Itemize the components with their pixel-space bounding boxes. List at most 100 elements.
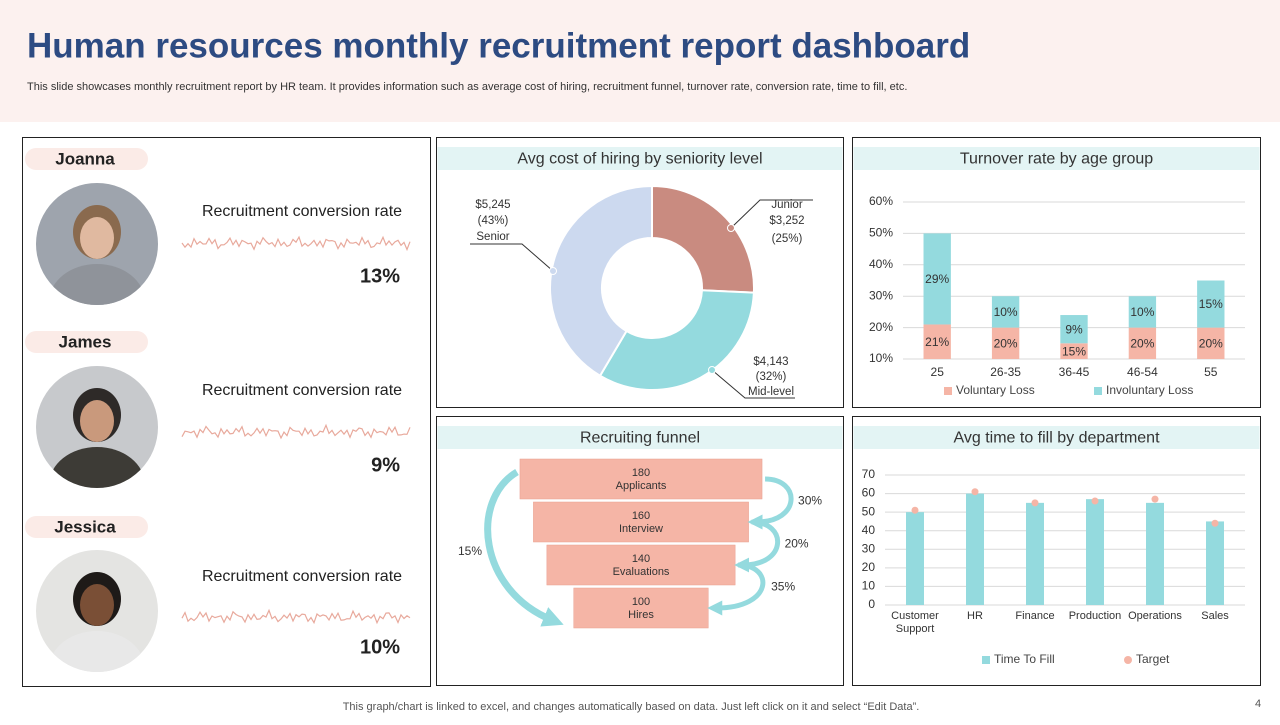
chart-panel xyxy=(852,137,1261,408)
bar xyxy=(966,493,984,605)
x-tick-label-box: HR xyxy=(967,610,983,622)
y-tick-label: 70 xyxy=(862,467,876,481)
x-tick-label: 55 xyxy=(1204,365,1218,379)
title: Human resources monthly recruitment repo… xyxy=(27,26,970,65)
donut-slice xyxy=(598,289,755,391)
conversion-rate: 13% xyxy=(360,265,400,287)
slice-label: (32%) xyxy=(756,371,787,383)
y-tick-label: 50 xyxy=(862,504,876,518)
bar xyxy=(1060,315,1088,344)
subtitle: This slide showcases monthly recruitment… xyxy=(27,81,907,93)
leader-line xyxy=(730,199,813,229)
bar xyxy=(991,327,1020,359)
name-pill xyxy=(25,516,148,538)
leader-dot xyxy=(708,366,716,374)
value-label: 20% xyxy=(1130,336,1154,350)
funnel-stage: Hires xyxy=(628,609,654,621)
legend-label: Time To Fill xyxy=(994,652,1055,666)
person-name: Jessica xyxy=(54,517,116,536)
value-label: 10% xyxy=(1130,305,1154,319)
y-tick-label: 10 xyxy=(862,579,876,593)
y-tick-label: 50% xyxy=(869,226,893,240)
slice-label: (43%) xyxy=(478,215,509,227)
y-tick-label: 30 xyxy=(862,541,876,555)
target-dot xyxy=(1211,519,1219,527)
chart-title-band xyxy=(437,147,843,170)
bar xyxy=(1026,502,1044,605)
overall-arrow xyxy=(484,468,564,627)
target-dot xyxy=(1091,497,1099,505)
header-band xyxy=(0,0,1280,122)
x-tick-label-box: Operations xyxy=(1128,610,1182,622)
slice-label: Junior xyxy=(771,199,802,211)
value-label: 20% xyxy=(1199,336,1223,350)
step-arrow xyxy=(747,476,794,530)
x-tick-label-box: Customer Support xyxy=(891,610,939,635)
legend-swatch xyxy=(1094,387,1102,395)
funnel-value: 180 xyxy=(632,467,650,479)
conversion-rate: 9% xyxy=(371,454,400,476)
funnel-stage: Evaluations xyxy=(613,566,670,578)
donut-slice xyxy=(651,184,755,294)
y-tick-label: 60% xyxy=(869,194,893,208)
photo xyxy=(36,183,158,305)
y-tick-label: 60 xyxy=(862,486,876,500)
slice-label: $4,143 xyxy=(753,356,788,368)
legend-label: Voluntary Loss xyxy=(956,383,1035,397)
person-name: James xyxy=(59,332,112,351)
leader-line xyxy=(711,369,795,399)
chart-title-band xyxy=(853,147,1260,170)
leader-dot xyxy=(727,224,735,232)
y-tick-label: 40 xyxy=(862,523,876,537)
footer-note: This graph/chart is linked to excel, and… xyxy=(343,701,920,713)
y-tick-label: 10% xyxy=(869,351,893,365)
slice-label: (25%) xyxy=(772,233,803,245)
x-tick-label-box: Production xyxy=(1068,610,1122,622)
photo-face xyxy=(80,217,114,259)
funnel-bar xyxy=(519,458,763,500)
person-name: Joanna xyxy=(55,149,115,168)
photo-body xyxy=(49,264,145,305)
value-label: 15% xyxy=(1062,344,1086,358)
x-tick-label: HR xyxy=(967,610,983,622)
x-tick-label: 36-45 xyxy=(1059,365,1090,379)
bar xyxy=(923,324,951,359)
x-tick-label: Finance xyxy=(1015,610,1055,622)
page-number: 4 xyxy=(1255,698,1261,710)
bar xyxy=(923,233,951,325)
step-rate-label: 30% xyxy=(798,494,822,508)
slice-label: Mid-level xyxy=(748,386,794,398)
chart-title: Turnover rate by age group xyxy=(960,151,1153,168)
step-arrow xyxy=(707,562,766,616)
step-arrow xyxy=(734,519,781,573)
bar xyxy=(1206,521,1224,605)
legend-swatch xyxy=(982,656,990,664)
chart-title-band xyxy=(437,426,843,449)
chart-title-band xyxy=(853,426,1260,449)
funnel-stage: Interview xyxy=(619,523,663,535)
slice-label: Senior xyxy=(476,231,509,243)
bar xyxy=(1060,343,1088,359)
chart-title: Avg cost of hiring by seniority level xyxy=(517,151,762,168)
bar xyxy=(1128,327,1157,359)
photo-face xyxy=(80,400,114,442)
bar xyxy=(1197,280,1225,328)
funnel-bar xyxy=(546,544,736,586)
legend-label: Involuntary Loss xyxy=(1106,383,1193,397)
x-tick-label: Sales xyxy=(1201,610,1229,622)
photo xyxy=(36,550,158,672)
funnel-value: 160 xyxy=(632,510,650,522)
photo-body xyxy=(49,447,145,488)
leader-dot xyxy=(549,267,557,275)
x-tick-label: Production xyxy=(1068,610,1122,622)
y-tick-label: 20 xyxy=(862,560,876,574)
legend-swatch xyxy=(944,387,952,395)
value-label: 15% xyxy=(1199,297,1223,311)
step-rate-label: 20% xyxy=(785,537,809,551)
slice-label: $3,252 xyxy=(769,215,804,227)
value-label: 21% xyxy=(925,335,949,349)
legend-label: Target xyxy=(1136,652,1170,666)
photo-face xyxy=(80,584,114,626)
y-tick-label: 40% xyxy=(869,257,893,271)
metric-label: Recruitment conversion rate xyxy=(202,568,402,585)
